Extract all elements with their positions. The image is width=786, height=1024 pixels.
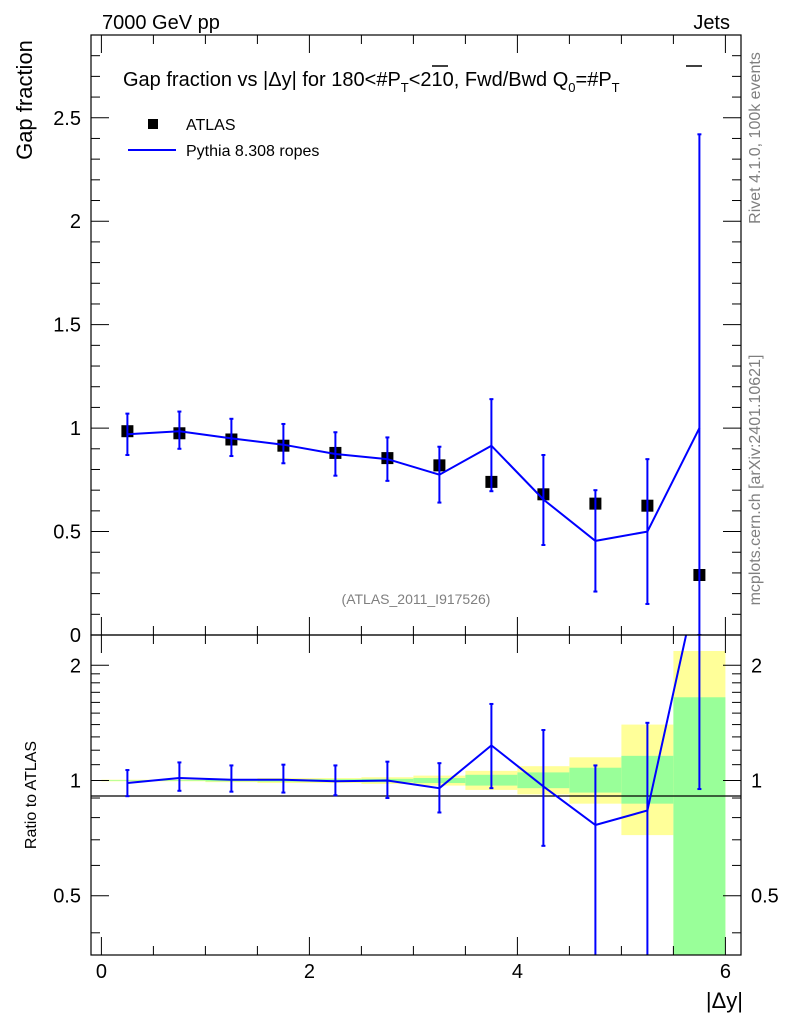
ratio-xlabel: |Δy|: [706, 988, 743, 1013]
pythia-line: [127, 427, 701, 542]
ratio-ytick-label-right: 1: [751, 771, 762, 793]
ratio-xtick-label: 2: [304, 961, 315, 983]
main-ytick-label: 0: [70, 625, 81, 647]
legend-atlas-label: ATLAS: [186, 117, 236, 134]
main-ytick-label: 2: [70, 211, 81, 233]
mcplots-note: mcplots.cern.ch [arXiv:2401.10621]: [747, 355, 764, 606]
main-axes: 0 0.5 1 1.5 2 2.5: [53, 35, 741, 647]
ratio-uncertainty-bands: [101, 650, 726, 955]
main-ylabel: Gap fraction: [12, 40, 37, 160]
header-right-label: Jets: [693, 12, 730, 34]
ratio-pythia-line: [127, 635, 688, 827]
header-left-label: 7000 GeV pp: [102, 12, 220, 34]
main-ytick-label: 2.5: [53, 108, 81, 130]
analysis-watermark: (ATLAS_2011_I917526): [342, 591, 491, 607]
main-series: [121, 133, 706, 635]
ratio-series: [125, 635, 702, 955]
legend-pythia-label: Pythia 8.308 ropes: [186, 143, 319, 160]
main-ytick-label: 0.5: [53, 522, 81, 544]
ratio-ytick-label: 0.5: [53, 886, 81, 908]
rivet-note: Rivet 4.1.0, 100k events: [747, 52, 764, 224]
ratio-axes: 0.5 0.5 1 1 2 2 0 2 4 6: [53, 635, 779, 983]
ratio-xtick-label: 0: [96, 961, 107, 983]
ratio-ytick-label-right: 2: [751, 655, 762, 677]
ratio-frame: [90, 634, 742, 956]
main-title: Gap fraction vs |Δy| for 180<#PT<210, Fw…: [123, 69, 620, 95]
ratio-xtick-label: 6: [720, 961, 731, 983]
main-ytick-label: 1: [70, 418, 81, 440]
main-ytick-label: 1.5: [53, 315, 81, 337]
ratio-ylabel: Ratio to ATLAS: [23, 741, 40, 849]
ratio-ytick-label: 2: [70, 655, 81, 677]
legend-atlas-marker: [148, 119, 158, 129]
ratio-ytick-label-right: 0.5: [751, 886, 779, 908]
ratio-xtick-label: 4: [512, 961, 523, 983]
ratio-ytick-label: 1: [70, 771, 81, 793]
